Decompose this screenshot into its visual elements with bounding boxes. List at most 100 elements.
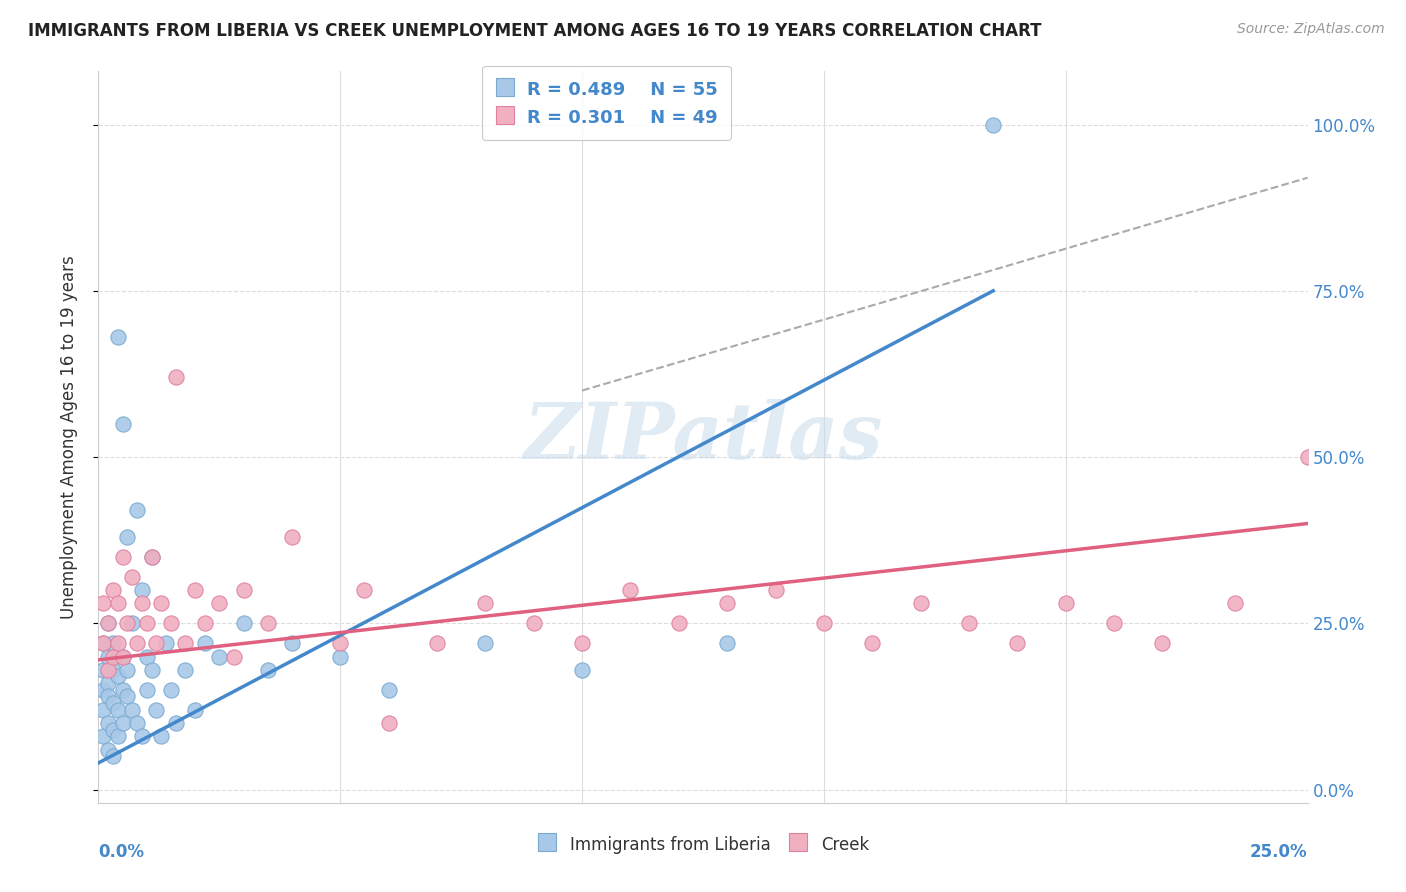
Point xyxy=(127,503,149,517)
Point xyxy=(91,703,114,717)
Point xyxy=(91,596,114,610)
Point xyxy=(141,549,163,564)
Point xyxy=(97,616,120,631)
Point xyxy=(91,636,114,650)
Point xyxy=(619,582,641,597)
Point xyxy=(184,582,207,597)
Point xyxy=(117,616,139,631)
Point xyxy=(160,616,183,631)
Point xyxy=(135,649,157,664)
Point xyxy=(232,582,254,597)
Point xyxy=(174,636,197,650)
Point xyxy=(329,636,352,650)
Point xyxy=(91,682,114,697)
Point xyxy=(426,636,449,650)
Point xyxy=(107,703,129,717)
Point xyxy=(101,749,124,764)
Point xyxy=(97,690,120,704)
Point xyxy=(813,616,835,631)
Point xyxy=(131,582,153,597)
Point xyxy=(1054,596,1077,610)
Point xyxy=(150,729,173,743)
Point xyxy=(377,716,399,731)
Text: 25.0%: 25.0% xyxy=(1250,843,1308,861)
Point xyxy=(160,682,183,697)
Point xyxy=(111,682,134,697)
Point xyxy=(97,742,120,756)
Point xyxy=(174,663,197,677)
Point xyxy=(1102,616,1125,631)
Y-axis label: Unemployment Among Ages 16 to 19 years: Unemployment Among Ages 16 to 19 years xyxy=(59,255,77,619)
Point xyxy=(232,616,254,631)
Point xyxy=(860,636,883,650)
Point xyxy=(256,663,278,677)
Point xyxy=(97,663,120,677)
Point xyxy=(97,616,120,631)
Point xyxy=(131,729,153,743)
Point xyxy=(353,582,375,597)
Point xyxy=(101,582,124,597)
Point xyxy=(141,663,163,677)
Point xyxy=(716,596,738,610)
Point xyxy=(150,596,173,610)
Point xyxy=(474,596,496,610)
Point xyxy=(127,716,149,731)
Point xyxy=(107,636,129,650)
Point xyxy=(97,649,120,664)
Point xyxy=(117,663,139,677)
Point xyxy=(474,636,496,650)
Point xyxy=(101,723,124,737)
Point xyxy=(571,663,593,677)
Point xyxy=(97,716,120,731)
Point xyxy=(208,649,231,664)
Point xyxy=(121,703,143,717)
Point xyxy=(127,636,149,650)
Point xyxy=(222,649,245,664)
Text: ZIPatlas: ZIPatlas xyxy=(523,399,883,475)
Point xyxy=(121,616,143,631)
Point xyxy=(910,596,932,610)
Point xyxy=(194,616,217,631)
Point xyxy=(91,663,114,677)
Point xyxy=(765,582,787,597)
Point xyxy=(91,729,114,743)
Point xyxy=(668,616,690,631)
Point xyxy=(107,669,129,683)
Point xyxy=(523,616,546,631)
Text: 0.0%: 0.0% xyxy=(98,843,145,861)
Point xyxy=(145,703,167,717)
Legend: Immigrants from Liberia, Creek: Immigrants from Liberia, Creek xyxy=(530,828,876,860)
Point xyxy=(101,649,124,664)
Point xyxy=(111,417,134,431)
Point xyxy=(165,370,187,384)
Text: IMMIGRANTS FROM LIBERIA VS CREEK UNEMPLOYMENT AMONG AGES 16 TO 19 YEARS CORRELAT: IMMIGRANTS FROM LIBERIA VS CREEK UNEMPLO… xyxy=(28,22,1042,40)
Point xyxy=(1296,450,1319,464)
Point xyxy=(101,636,124,650)
Point xyxy=(131,596,153,610)
Point xyxy=(111,549,134,564)
Point xyxy=(256,616,278,631)
Point xyxy=(981,118,1004,132)
Point xyxy=(716,636,738,650)
Point xyxy=(121,570,143,584)
Point xyxy=(111,649,134,664)
Point xyxy=(155,636,177,650)
Point xyxy=(107,330,129,344)
Point xyxy=(184,703,207,717)
Text: Source: ZipAtlas.com: Source: ZipAtlas.com xyxy=(1237,22,1385,37)
Point xyxy=(1223,596,1246,610)
Point xyxy=(101,696,124,710)
Point xyxy=(377,682,399,697)
Point xyxy=(194,636,217,650)
Point xyxy=(141,549,163,564)
Point xyxy=(91,636,114,650)
Point xyxy=(107,596,129,610)
Point xyxy=(957,616,980,631)
Point xyxy=(107,729,129,743)
Point xyxy=(101,663,124,677)
Point xyxy=(1007,636,1029,650)
Point xyxy=(97,676,120,690)
Point xyxy=(135,616,157,631)
Point xyxy=(281,636,304,650)
Point xyxy=(111,716,134,731)
